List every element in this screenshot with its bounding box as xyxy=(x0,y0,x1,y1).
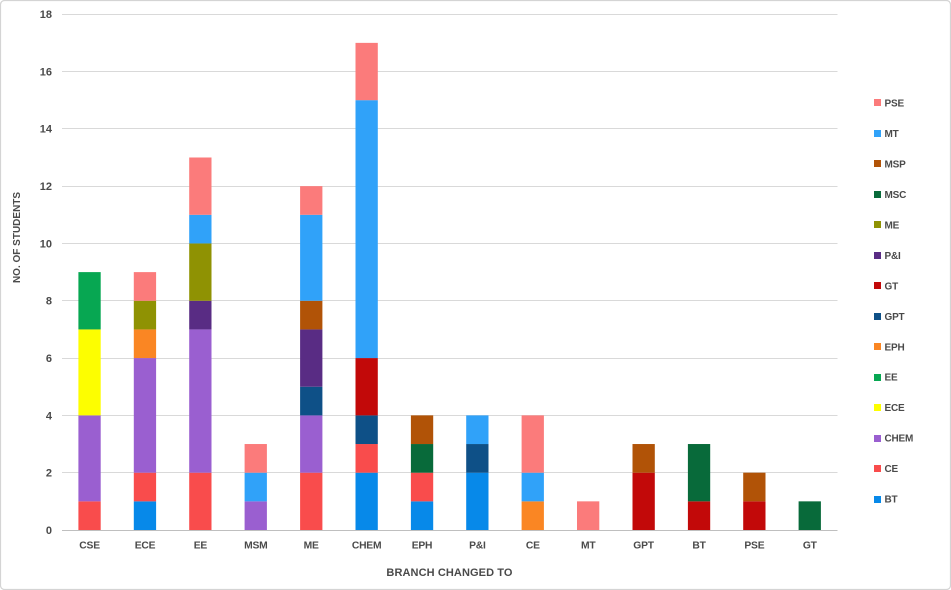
svg-text:12: 12 xyxy=(40,181,52,193)
svg-text:MSM: MSM xyxy=(244,541,267,552)
svg-text:2: 2 xyxy=(46,468,52,480)
svg-text:ME: ME xyxy=(304,541,319,552)
svg-text:8: 8 xyxy=(46,296,52,308)
svg-text:CHEM: CHEM xyxy=(885,434,914,445)
svg-text:MT: MT xyxy=(885,129,899,140)
svg-text:PSE: PSE xyxy=(744,541,764,552)
svg-text:ECE: ECE xyxy=(135,541,156,552)
svg-text:P&I: P&I xyxy=(885,251,901,262)
svg-text:MSP: MSP xyxy=(885,159,907,170)
svg-text:CSE: CSE xyxy=(79,541,100,552)
svg-text:ECE: ECE xyxy=(885,403,905,414)
svg-text:18: 18 xyxy=(40,9,52,21)
svg-text:GT: GT xyxy=(803,541,818,552)
svg-text:MT: MT xyxy=(581,541,596,552)
svg-text:GT: GT xyxy=(885,281,899,292)
svg-text:BRANCH CHANGED TO: BRANCH CHANGED TO xyxy=(386,567,513,579)
svg-text:EPH: EPH xyxy=(412,541,433,552)
svg-text:NO. OF STUDENTS: NO. OF STUDENTS xyxy=(12,192,23,283)
svg-text:4: 4 xyxy=(46,410,53,422)
svg-text:MSC: MSC xyxy=(885,190,907,201)
svg-text:CE: CE xyxy=(885,464,899,475)
svg-text:BT: BT xyxy=(692,541,706,552)
svg-text:ME: ME xyxy=(885,220,900,231)
svg-text:PSE: PSE xyxy=(885,99,905,110)
svg-text:10: 10 xyxy=(40,238,52,250)
svg-text:0: 0 xyxy=(46,525,52,537)
svg-text:14: 14 xyxy=(40,124,53,136)
svg-text:BT: BT xyxy=(885,495,898,506)
svg-text:CHEM: CHEM xyxy=(352,541,382,552)
svg-text:GPT: GPT xyxy=(633,541,654,552)
svg-text:P&I: P&I xyxy=(469,541,486,552)
svg-text:6: 6 xyxy=(46,353,52,365)
svg-text:EE: EE xyxy=(194,541,208,552)
svg-text:GPT: GPT xyxy=(885,312,905,323)
svg-text:CE: CE xyxy=(526,541,540,552)
svg-text:16: 16 xyxy=(40,66,52,78)
svg-text:EPH: EPH xyxy=(885,342,905,353)
svg-text:EE: EE xyxy=(885,373,898,384)
